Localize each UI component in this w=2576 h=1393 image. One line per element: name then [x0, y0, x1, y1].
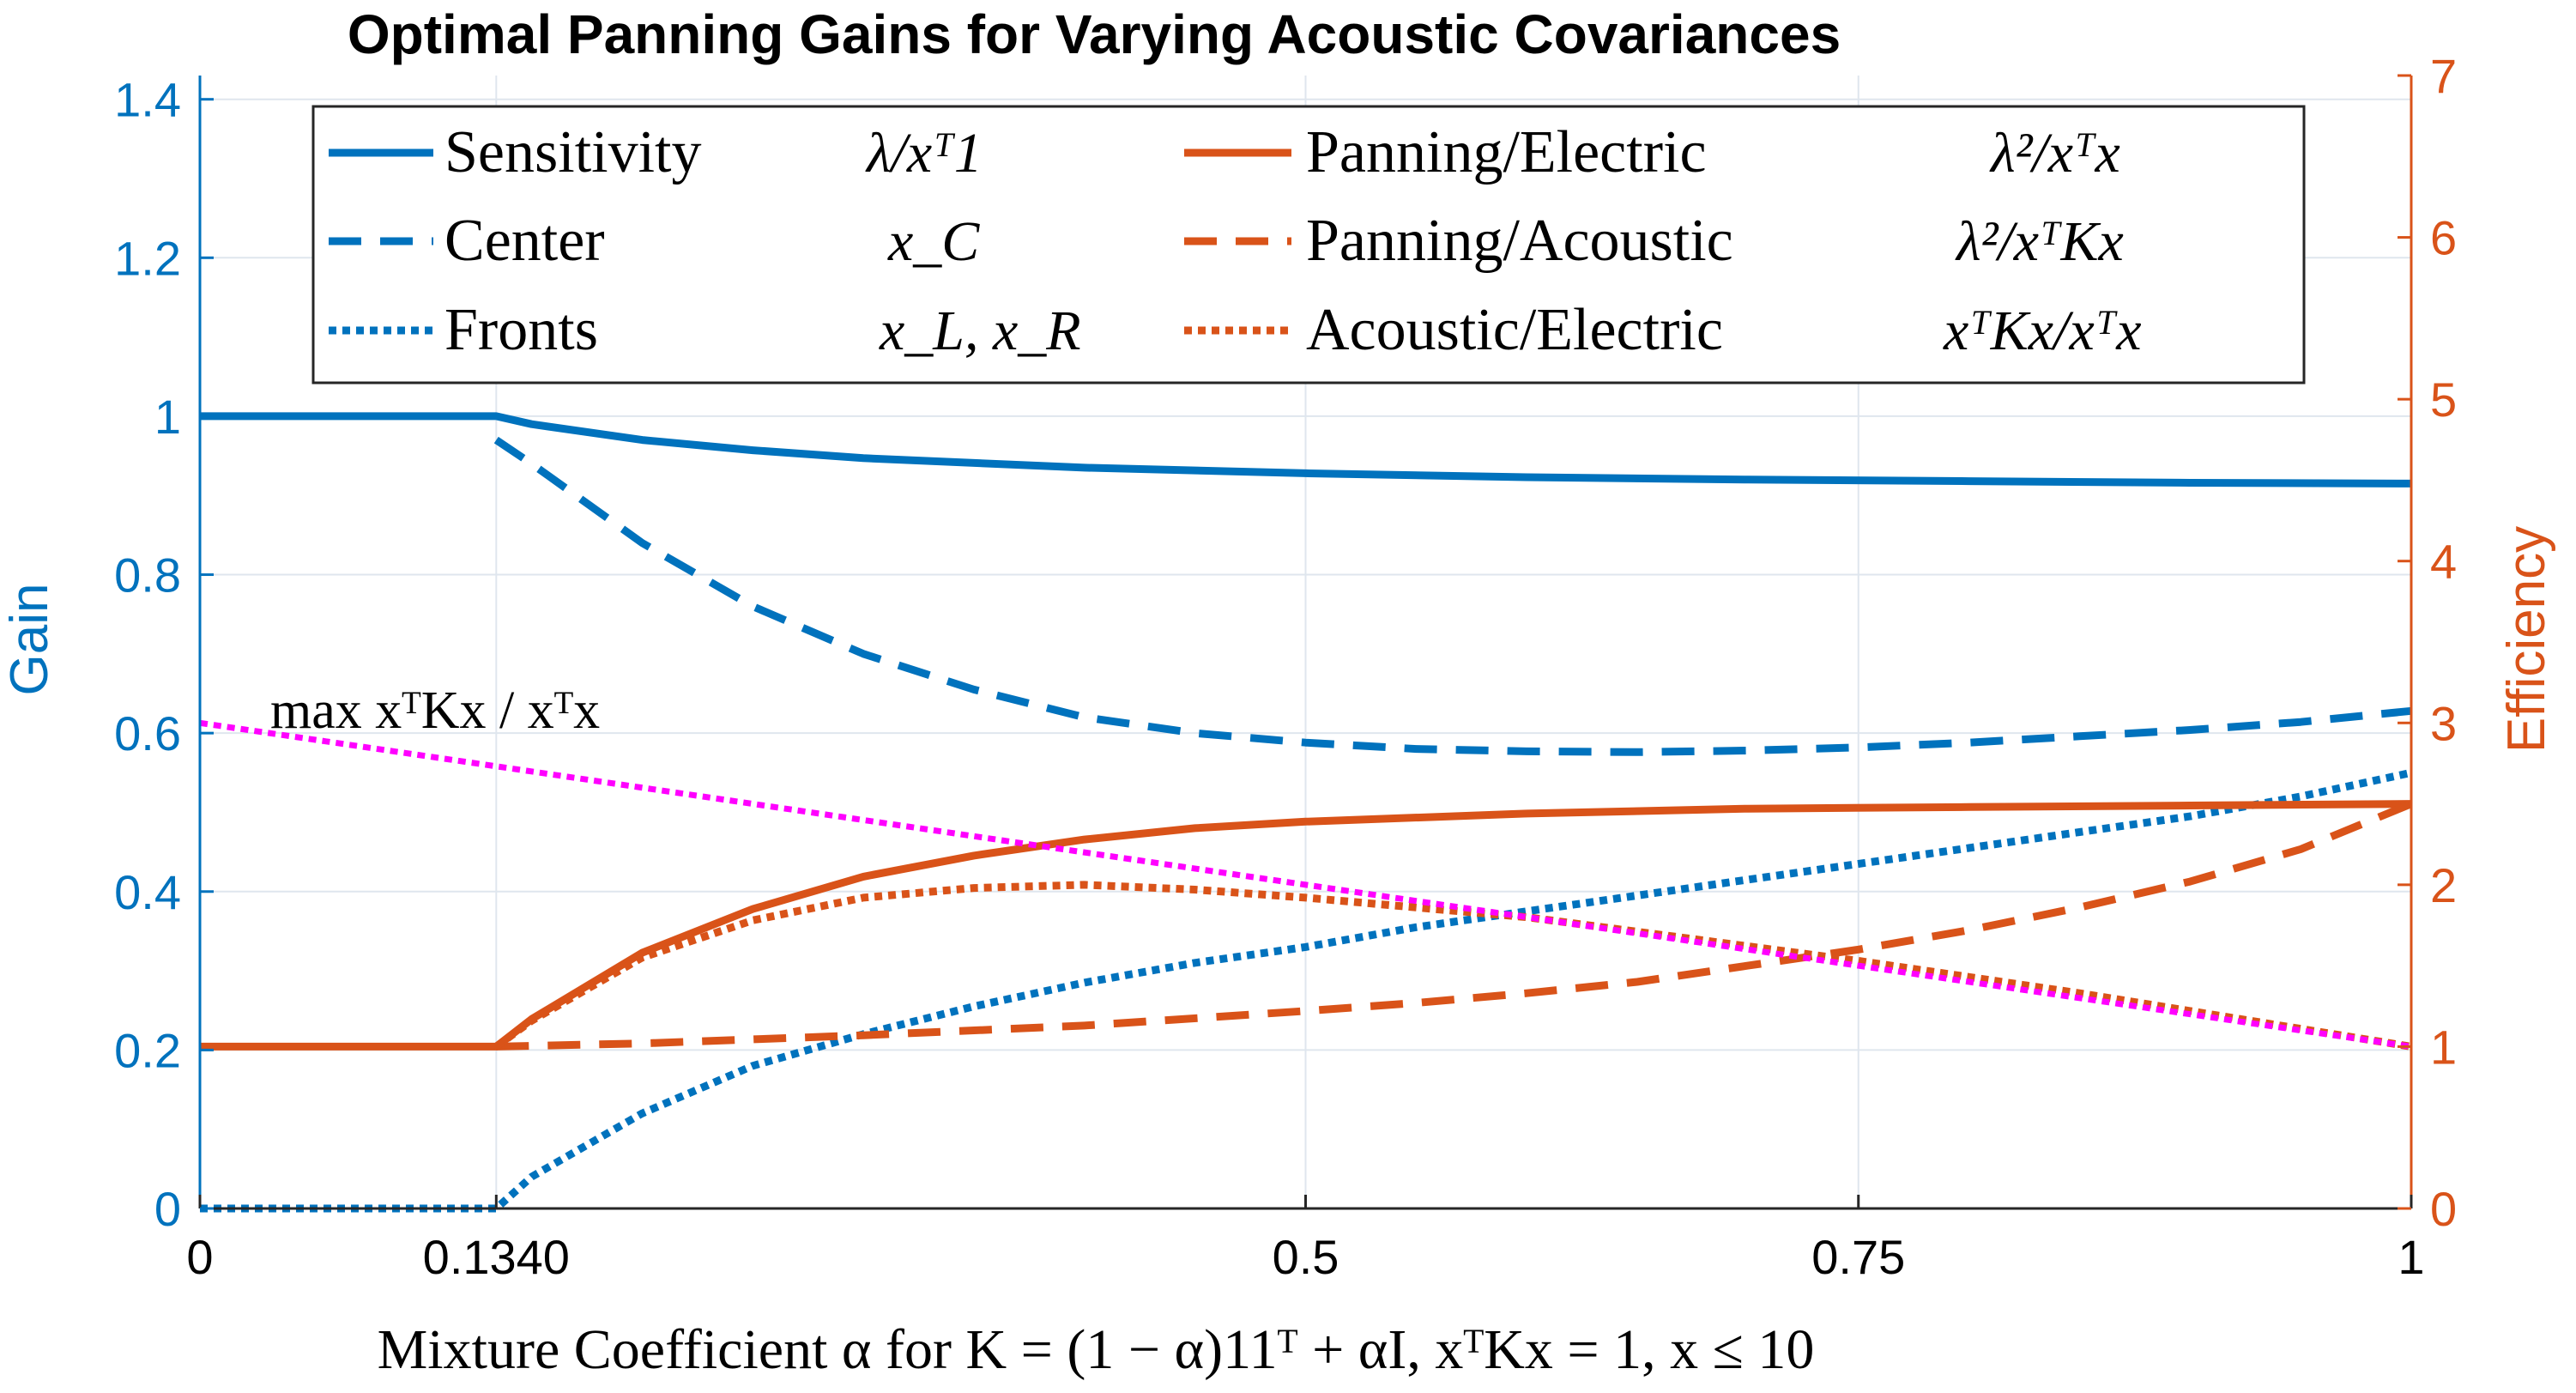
y-right-tick-label-1: 1: [2430, 1020, 2457, 1074]
legend-box: [311, 105, 2306, 385]
legend-label-panning-electric: Panning/Electric: [1306, 119, 1707, 185]
y-left-tick-label-0: 0: [154, 1182, 181, 1236]
chart-title: Optimal Panning Gains for Varying Acoust…: [348, 3, 1841, 65]
y-left-tick-label-6: 1.2: [114, 231, 181, 285]
y-left-tick-label-7: 1.4: [114, 73, 181, 127]
y-right-tick-label-5: 5: [2430, 372, 2457, 427]
legend-entry-panning-acoustic: Panning/Acoustic λ²/xᵀKx: [1184, 208, 2124, 274]
legend-label-center: Center: [444, 208, 605, 274]
legend-formula-acoustic-electric: xᵀKx/xᵀx: [1943, 300, 2142, 362]
y-left-tick-label-1: 0.2: [114, 1023, 181, 1077]
y-right-tick-label-3: 3: [2430, 696, 2457, 750]
series-line-sensitivity: [200, 412, 2412, 488]
y-right-tick-label-0: 0: [2430, 1182, 2457, 1236]
y-left-tick-label-2: 0.4: [114, 865, 181, 919]
series-layer: [199, 412, 2413, 1213]
legend-formula-sensitivity: λ/xᵀ1: [865, 122, 983, 185]
x-tick-label-4: 1: [2398, 1230, 2424, 1284]
x-tick-label-1: 0.1340: [423, 1230, 570, 1284]
y-left-tick-label-3: 0.6: [114, 706, 181, 760]
legend-label-panning-acoustic: Panning/Acoustic: [1306, 208, 1733, 274]
max-curve-annotation: max xᵀKx / xᵀx: [270, 681, 600, 740]
series-line-center: [493, 436, 2412, 756]
y-right-tick-label-6: 6: [2430, 211, 2457, 265]
x-tick-label-2: 0.5: [1273, 1230, 1339, 1284]
legend-formula-panning-acoustic: λ²/xᵀKx: [1955, 210, 2124, 273]
y-left-tick-label-4: 0.8: [114, 548, 181, 603]
legend-entry-fronts: Fronts x_L, x_R: [329, 297, 1081, 363]
y-axis-label-left: Gain: [0, 584, 59, 696]
legend-formula-panning-electric: λ²/xᵀx: [1989, 122, 2120, 185]
y-right-tick-label-7: 7: [2430, 49, 2457, 103]
y-left-tick-label-5: 1: [154, 390, 181, 444]
x-axis-label: Mixture Coefficient α for K = (1 − α)11ᵀ…: [378, 1318, 1815, 1381]
legend: Sensitivity λ/xᵀ1 Center x_C Fronts x_L,…: [311, 105, 2306, 385]
series-line-acoustic-electric: [493, 881, 2412, 1051]
legend-label-fronts: Fronts: [444, 297, 598, 363]
legend-label-sensitivity: Sensitivity: [444, 119, 701, 185]
y-right-tick-label-4: 4: [2430, 535, 2457, 589]
legend-label-acoustic-electric: Acoustic/Electric: [1306, 297, 1723, 363]
y-right-tick-label-2: 2: [2430, 858, 2457, 912]
legend-entry-panning-electric: Panning/Electric λ²/xᵀx: [1184, 119, 2120, 185]
legend-entry-center: Center x_C: [329, 208, 980, 274]
legend-entry-sensitivity: Sensitivity λ/xᵀ1: [329, 119, 983, 185]
x-tick-label-0: 0: [186, 1230, 213, 1284]
series-line-fronts: [200, 768, 2412, 1213]
ticks: 0 0.1340 0.5 0.75 100.20.40.60.811.21.401234…: [114, 49, 2457, 1284]
series-line-panning-acoustic: [496, 800, 2413, 1051]
legend-entry-acoustic-electric: Acoustic/Electric xᵀKx/xᵀx: [1184, 297, 2142, 363]
y-axis-label-right: Efficiency: [2497, 526, 2556, 753]
legend-formula-fronts: x_L, x_R: [879, 300, 1081, 362]
x-tick-label-3: 0.75: [1811, 1230, 1905, 1284]
series-line-max-x-kx-x-x: [199, 719, 2412, 1050]
legend-formula-center: x_C: [887, 210, 980, 273]
